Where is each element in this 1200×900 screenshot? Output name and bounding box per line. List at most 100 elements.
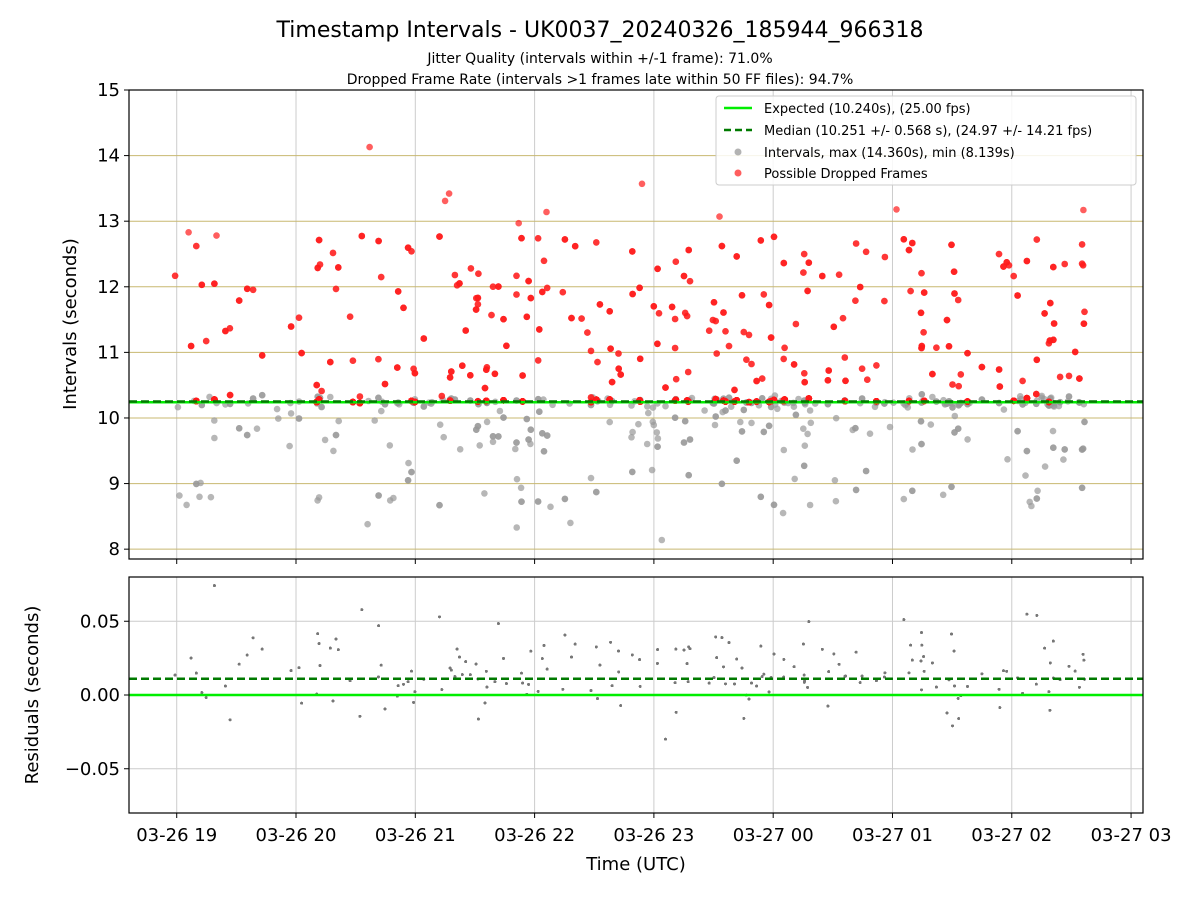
- chart-title: Timestamp Intervals - UK0037_20240326_18…: [276, 18, 924, 43]
- interval-point: [206, 393, 213, 401]
- residual-point: [360, 608, 364, 611]
- interval-point: [1060, 456, 1067, 463]
- dropped-frame-point: [792, 320, 800, 328]
- interval-point: [330, 447, 337, 455]
- residual-point: [919, 659, 923, 663]
- dropped-frame-point: [873, 362, 880, 369]
- dropped-frame-point: [489, 283, 497, 291]
- residual-point: [806, 686, 809, 689]
- interval-point: [770, 501, 778, 509]
- interval-point: [832, 414, 840, 422]
- interval-point: [951, 412, 959, 420]
- residual-point: [740, 666, 744, 670]
- residual-point: [844, 674, 847, 678]
- dropped-frame-point: [495, 283, 502, 290]
- dropped-frame-point: [578, 315, 585, 322]
- interval-point: [253, 425, 261, 433]
- interval-point: [662, 402, 669, 410]
- interval-point: [779, 509, 787, 517]
- legend-dropped-label: Possible Dropped Frames: [764, 167, 928, 182]
- residual-point: [1035, 682, 1038, 686]
- dropped-frame-point: [222, 327, 229, 335]
- residual-point: [807, 620, 811, 623]
- dropped-frame-point: [519, 372, 526, 379]
- dropped-frame-point: [587, 347, 595, 355]
- residual-point: [204, 696, 208, 699]
- dropped-frame-point: [559, 288, 567, 296]
- dropped-frame-point: [636, 355, 644, 363]
- interval-point: [408, 468, 415, 476]
- dropped-frame-point: [672, 258, 680, 266]
- dropped-frame-point: [332, 285, 340, 293]
- interval-point: [712, 413, 719, 420]
- residual-point: [821, 648, 824, 651]
- residual-point: [589, 689, 593, 692]
- interval-point: [1023, 447, 1031, 455]
- interval-point: [474, 422, 482, 430]
- residual-point: [687, 645, 690, 649]
- dropped-frame-point: [394, 288, 402, 295]
- dropped-frame-point: [287, 323, 295, 330]
- intervals-y-tick-label: 13: [97, 211, 120, 232]
- dropped-frame-point: [920, 329, 927, 336]
- interval-point: [1081, 418, 1088, 426]
- interval-point: [681, 417, 689, 425]
- dropped-frame-point: [862, 248, 870, 256]
- legend-box: [715, 95, 1137, 186]
- residual-point: [760, 675, 764, 678]
- intervals-y-tick-label: 15: [97, 80, 120, 101]
- residual-point: [541, 657, 544, 660]
- interval-point: [207, 493, 215, 501]
- dropped-frame-point: [781, 344, 788, 352]
- dropped-frame-point: [929, 370, 936, 378]
- residual-point: [483, 701, 487, 705]
- dropped-frame-point: [441, 197, 449, 205]
- interval-point: [527, 426, 535, 434]
- dropped-frame-point: [515, 219, 522, 227]
- dropped-frame-point: [955, 382, 962, 390]
- residual-point: [858, 681, 862, 684]
- interval-point: [315, 494, 323, 501]
- interval-point: [806, 501, 814, 509]
- residual-point: [619, 704, 622, 707]
- legend-dropped-swatch: [734, 169, 742, 177]
- residual-point: [527, 683, 530, 686]
- residual-point: [617, 670, 620, 674]
- dropped-frame-point: [716, 213, 723, 220]
- dropped-frame-point: [825, 367, 832, 374]
- residuals-x-ticks: 03-26 19 03-26 20 03-26 21 03-26 22 03-26 23…: [136, 813, 1172, 846]
- interval-point: [536, 408, 543, 416]
- interval-point: [800, 425, 807, 433]
- residual-point: [656, 648, 659, 651]
- interval-point: [235, 425, 243, 432]
- intervals-y-tick-label: 9: [109, 474, 120, 495]
- intervals-y-tick-label: 10: [97, 408, 120, 429]
- dropped-frame-point: [949, 381, 956, 388]
- interval-point: [483, 418, 491, 426]
- dropped-frame-point: [540, 257, 548, 265]
- dropped-frame-point: [536, 326, 543, 333]
- interval-point: [1022, 472, 1029, 479]
- dropped-frame-point: [722, 328, 729, 335]
- dropped-frame-point: [1010, 272, 1017, 280]
- interval-point: [481, 490, 488, 497]
- residual-point: [656, 662, 659, 665]
- dropped-frame-point: [518, 234, 525, 242]
- residual-point: [1035, 614, 1039, 617]
- interval-point: [948, 483, 955, 491]
- residual-point: [638, 658, 641, 661]
- residual-point: [317, 642, 321, 645]
- dropped-frame-point: [731, 386, 738, 394]
- interval-point: [183, 501, 190, 509]
- dropped-frame-point: [235, 297, 243, 304]
- residual-point: [875, 679, 878, 682]
- interval-point: [780, 446, 788, 454]
- dropped-frame-point: [841, 354, 849, 361]
- interval-point: [918, 391, 926, 398]
- dropped-frame-point: [760, 291, 768, 298]
- interval-point: [767, 403, 775, 411]
- residual-point: [720, 636, 724, 639]
- residual-point: [337, 648, 340, 651]
- dropped-frame-point: [594, 358, 601, 366]
